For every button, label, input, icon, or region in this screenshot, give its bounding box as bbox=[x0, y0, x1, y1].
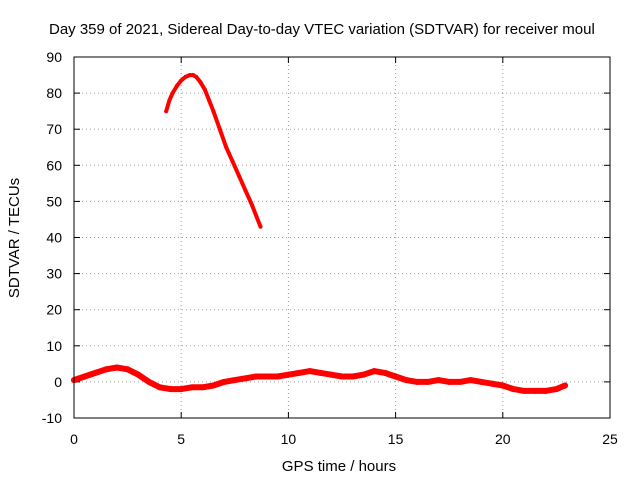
tick-labels: 0 5 10 15 20 25 -10 0 10 20 30 40 50 60 70 80 90 bbox=[42, 49, 618, 447]
data-point bbox=[156, 384, 163, 391]
x-tick-label: 25 bbox=[602, 431, 618, 447]
data-point bbox=[135, 371, 142, 378]
data-point bbox=[174, 83, 179, 88]
data-point bbox=[424, 378, 431, 385]
data-point bbox=[230, 159, 235, 164]
y-tick-label: 0 bbox=[54, 374, 62, 390]
data-point bbox=[446, 378, 453, 385]
y-tick-label: -10 bbox=[42, 410, 62, 426]
x-tick-label: 0 bbox=[70, 431, 78, 447]
data-point bbox=[521, 387, 528, 394]
data-point bbox=[296, 369, 303, 376]
plot-frame bbox=[73, 56, 611, 419]
data-point bbox=[243, 188, 248, 193]
data-series bbox=[71, 73, 568, 394]
y-tick-label: 10 bbox=[46, 338, 62, 354]
data-point bbox=[113, 364, 120, 371]
data-point bbox=[167, 386, 174, 393]
data-point bbox=[258, 224, 263, 229]
y-tick-label: 70 bbox=[46, 121, 62, 137]
chart-title: Day 359 of 2021, Sidereal Day-to-day VTE… bbox=[49, 21, 595, 38]
data-point bbox=[217, 127, 222, 132]
data-point bbox=[170, 91, 175, 96]
data-point bbox=[561, 382, 568, 389]
data-point bbox=[339, 373, 345, 380]
data-point bbox=[188, 384, 195, 391]
data-point bbox=[317, 369, 324, 376]
data-point bbox=[381, 369, 388, 376]
data-point bbox=[224, 145, 229, 150]
y-tick-label: 60 bbox=[46, 157, 62, 173]
data-point bbox=[306, 368, 313, 375]
data-point bbox=[456, 378, 463, 385]
y-tick-label: 40 bbox=[46, 230, 62, 246]
data-point bbox=[81, 373, 88, 380]
data-point bbox=[242, 375, 249, 382]
y-tick-label: 80 bbox=[46, 85, 62, 101]
data-point bbox=[237, 174, 242, 179]
data-point bbox=[211, 109, 216, 114]
y-tick-label: 90 bbox=[46, 49, 62, 65]
data-point bbox=[489, 380, 496, 387]
grid bbox=[74, 57, 610, 418]
data-point bbox=[194, 74, 199, 79]
data-point bbox=[178, 386, 185, 393]
data-point bbox=[164, 109, 169, 114]
x-axis-label: GPS time / hours bbox=[282, 458, 396, 475]
data-point bbox=[92, 369, 99, 376]
data-point bbox=[553, 386, 560, 393]
data-point bbox=[221, 378, 228, 385]
data-point bbox=[510, 386, 517, 393]
data-point bbox=[414, 378, 421, 385]
data-point bbox=[349, 373, 356, 380]
x-tick-label: 15 bbox=[388, 431, 404, 447]
data-point bbox=[371, 368, 378, 375]
data-point bbox=[392, 373, 399, 380]
y-tick-label: 20 bbox=[46, 302, 62, 318]
data-point bbox=[499, 382, 506, 389]
data-point bbox=[542, 387, 549, 394]
data-point bbox=[328, 371, 335, 378]
y-tick-label: 30 bbox=[46, 266, 62, 282]
data-point bbox=[199, 384, 206, 391]
data-point bbox=[285, 371, 292, 378]
data-point bbox=[167, 98, 172, 103]
data-point bbox=[274, 373, 281, 380]
y-tick-label: 50 bbox=[46, 193, 62, 209]
data-point bbox=[231, 377, 238, 384]
data-point bbox=[146, 378, 153, 385]
data-point bbox=[360, 371, 367, 378]
data-point bbox=[478, 378, 485, 385]
x-tick-label: 10 bbox=[281, 431, 297, 447]
data-point bbox=[249, 203, 254, 208]
x-tick-label: 5 bbox=[177, 431, 185, 447]
series-line bbox=[164, 73, 263, 229]
data-point bbox=[207, 98, 212, 103]
data-point bbox=[124, 366, 131, 373]
data-point bbox=[202, 87, 207, 92]
data-point bbox=[403, 377, 410, 384]
data-point bbox=[183, 74, 188, 79]
data-point bbox=[253, 373, 260, 380]
data-point bbox=[187, 73, 192, 78]
data-point bbox=[103, 366, 110, 373]
data-point bbox=[179, 78, 184, 83]
data-point bbox=[210, 382, 217, 389]
data-point bbox=[531, 387, 538, 394]
data-point bbox=[190, 73, 195, 78]
data-point bbox=[198, 80, 203, 85]
data-point bbox=[254, 213, 259, 218]
x-tick-label: 20 bbox=[495, 431, 511, 447]
data-point bbox=[263, 373, 270, 380]
data-point bbox=[467, 377, 474, 384]
data-point bbox=[435, 377, 442, 384]
y-axis-label: SDTVAR / TECUs bbox=[6, 178, 23, 298]
